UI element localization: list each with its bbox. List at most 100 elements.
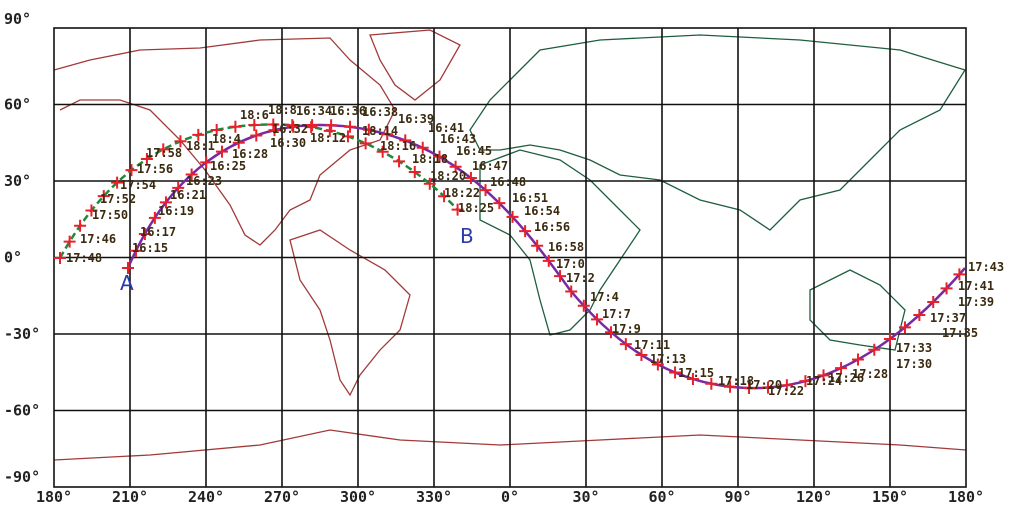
track-point [438,190,451,203]
longitude-label: 60° [648,488,675,506]
track-point [953,268,966,281]
continents [53,29,967,461]
marker-label: A [120,271,134,295]
time-label: 17:43 [968,260,1004,274]
time-label: 18:6 [240,108,269,122]
track-point [122,262,134,274]
latitude-label: -30° [4,325,40,343]
time-label: 17:58 [146,146,182,160]
north-america [53,37,396,246]
longitude-label: 120° [796,488,832,506]
track-point [451,203,464,216]
time-label: 17:41 [958,279,994,293]
latitude-label: -90° [4,468,40,486]
longitude-label: 330° [416,488,452,506]
track-point [479,184,492,197]
track-point [129,244,142,257]
time-label: 17:7 [602,307,631,321]
track-point [97,190,110,203]
time-label: 16:30 [270,136,306,150]
time-label: 18:14 [362,124,398,138]
time-label: 17:56 [137,162,173,176]
track-point [393,155,406,168]
track-point [635,348,648,361]
longitude-label: 210° [112,488,148,506]
longitude-label: 300° [340,488,376,506]
track-point [851,353,864,366]
track-point [200,156,213,169]
africa [479,149,641,336]
latitude-label: 0° [4,249,22,267]
latitude-label: 90° [4,10,31,28]
time-label: 16:23 [186,174,222,188]
track-point [416,141,429,154]
track-point [408,166,421,179]
track-point [605,326,618,339]
greenland [369,29,461,101]
time-label: 18:1 [186,139,215,153]
time-label: 16:48 [490,175,526,189]
track-point [927,295,940,308]
track-point [323,124,336,137]
time-label: 17:30 [896,357,932,371]
track-point [140,153,153,166]
time-label: 17:33 [896,341,932,355]
time-label: 18:20 [430,169,466,183]
track-point [172,181,185,194]
track-point [381,128,394,141]
time-label: 18:8 [268,103,297,117]
track-point [493,197,506,210]
time-label: 16:56 [534,220,570,234]
time-label: 17:2 [566,271,595,285]
time-label: 16:45 [456,144,492,158]
track-point [449,160,462,173]
track-point [148,211,161,224]
longitude-label: 150° [872,488,908,506]
track-point [138,227,151,240]
track-point [835,362,848,375]
longitude-label: 270° [264,488,300,506]
time-label: 16:39 [398,112,434,126]
track-point [210,124,223,137]
track-point [111,176,124,189]
time-label: 16:34 [296,104,332,118]
time-label: 16:28 [232,147,268,161]
longitude-label: 0° [501,488,519,506]
time-label: 17:39 [958,295,994,309]
time-label: 18:12 [310,131,346,145]
track-point [669,366,682,379]
track-point [591,313,604,326]
time-label: 16:32 [272,122,308,136]
track-point [74,219,87,232]
time-label: 16:21 [170,188,206,202]
track-point [780,379,793,392]
longitude-label: 180° [36,488,72,506]
australia [809,269,906,351]
track-point [705,377,718,390]
time-label: 16:17 [140,225,176,239]
time-label: 17:37 [930,311,966,325]
time-label: 17:26 [828,371,864,385]
time-label: 17:50 [92,208,128,222]
track-point [63,235,76,248]
track-point [883,332,896,345]
tracks [54,118,966,395]
time-label: 16:47 [472,159,508,173]
track-point [506,210,519,223]
time-label: 17:15 [678,366,714,380]
time-label: 16:58 [548,240,584,254]
track-point [215,145,228,158]
track-point [267,118,280,131]
track-point [577,299,590,312]
time-label: 18:4 [212,132,241,146]
latitude-label: 30° [4,172,31,190]
track-point [362,123,375,136]
track-point [344,120,357,133]
latitude-label: 60° [4,96,31,114]
eurasia [469,34,966,231]
time-label: 17:35 [942,326,978,340]
track-point [157,143,170,156]
track-point [192,128,205,141]
time-label: 17:54 [120,178,156,192]
